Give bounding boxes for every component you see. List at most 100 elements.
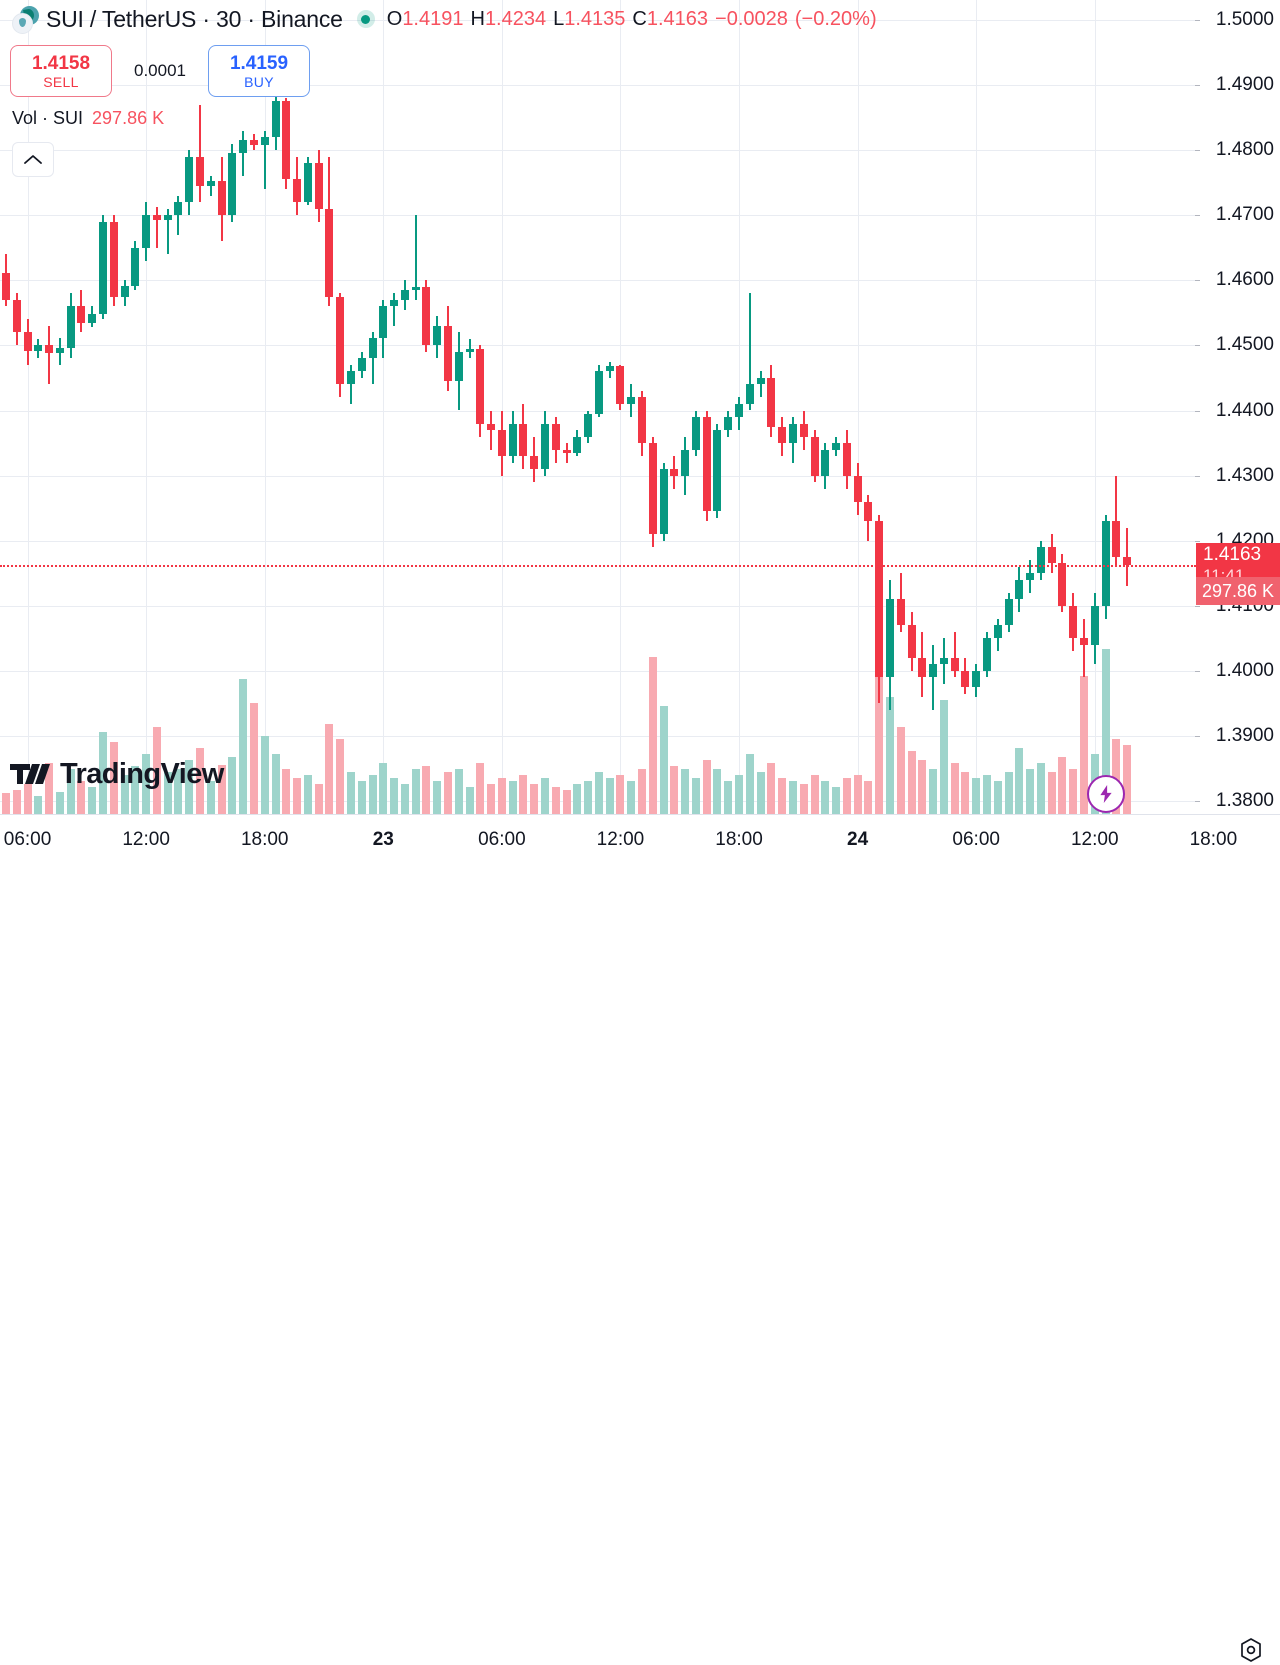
candle-wick	[748, 293, 751, 411]
volume-bar	[271, 754, 280, 814]
candle-body	[713, 430, 722, 512]
candle-body	[584, 413, 593, 437]
volume-bar	[55, 791, 64, 814]
candle-body	[454, 351, 463, 382]
volume-bar	[584, 781, 593, 814]
candle-wick	[177, 195, 180, 235]
volume-bar	[497, 778, 506, 814]
candle-body	[465, 348, 474, 352]
volume-bar	[206, 781, 215, 814]
chart-plot-area[interactable]	[0, 0, 1196, 814]
volume-bar	[336, 739, 345, 814]
price-axis-label: 1.4800	[1215, 139, 1274, 161]
candle-body	[519, 423, 528, 457]
volume-bar	[400, 784, 409, 814]
spread-value: 0.0001	[134, 61, 186, 80]
lightning-bolt-button[interactable]	[1087, 775, 1125, 813]
volume-bar	[670, 766, 679, 814]
volume-bar	[939, 700, 948, 814]
candle-body	[443, 325, 452, 382]
candle-body	[390, 299, 399, 307]
volume-bar	[778, 778, 787, 814]
volume-bar	[465, 787, 474, 814]
candle-body	[239, 140, 248, 154]
tradingview-watermark: TradingView	[10, 758, 224, 791]
price-axis-tick	[1195, 671, 1200, 672]
volume-bar	[293, 778, 302, 814]
gridline	[0, 150, 1196, 151]
volume-bar	[23, 784, 32, 814]
candle-body	[1047, 547, 1056, 564]
gridline	[0, 85, 1196, 86]
gridline	[383, 0, 384, 814]
volume-bar	[325, 724, 334, 814]
volume-bar	[562, 790, 571, 814]
candle-body	[594, 371, 603, 414]
volume-bar	[832, 787, 841, 814]
candle-body	[109, 221, 118, 297]
price-axis[interactable]: 1.5000 1.4900 1.4800 1.4700 1.4600 1.4500 1.44…	[1195, 0, 1280, 814]
time-axis[interactable]: 06:00 12:00 18:00 23 06:00 12:00 18:00 24 06:00 1…	[0, 814, 1280, 1662]
candle-body	[368, 337, 377, 359]
volume-bar	[605, 778, 614, 814]
candle-body	[821, 449, 830, 476]
candle-body	[1069, 605, 1078, 639]
volume-bar	[842, 778, 851, 814]
candle-body	[142, 215, 151, 248]
volume-bar	[120, 775, 129, 814]
candle-body	[778, 426, 787, 444]
candle-body	[346, 371, 355, 385]
volume-bar	[810, 775, 819, 814]
candle-body	[185, 156, 194, 203]
gridline	[0, 345, 1196, 346]
candle-body	[842, 443, 851, 476]
gridline	[0, 280, 1196, 281]
candle-body	[864, 501, 873, 522]
gridline	[0, 20, 1196, 21]
sell-button[interactable]: 1.4158 SELL	[10, 45, 112, 97]
volume-bar	[1080, 676, 1088, 814]
candle-body	[1112, 521, 1121, 557]
buy-button[interactable]: 1.4159 BUY	[208, 45, 310, 97]
volume-bar	[2, 793, 10, 814]
gridline	[28, 0, 29, 814]
candle-body	[1058, 563, 1067, 606]
volume-bar	[422, 766, 431, 814]
volume-bar	[896, 727, 905, 814]
collapse-pane-button[interactable]	[12, 142, 54, 177]
volume-bar	[476, 763, 485, 814]
candle-wick	[1115, 475, 1118, 567]
lightning-bolt-icon	[1100, 785, 1112, 803]
volume-bar	[972, 778, 981, 814]
volume-bar	[853, 775, 862, 814]
candle-body	[1036, 547, 1045, 574]
candle-body	[961, 670, 970, 688]
candle-body	[303, 163, 312, 203]
volume-bar	[368, 775, 377, 814]
candle-body	[174, 202, 183, 216]
volume-bar	[767, 763, 776, 814]
gridline	[858, 0, 859, 814]
price-axis-label: 1.3900	[1215, 724, 1274, 746]
chart-settings-button[interactable]	[1236, 1635, 1266, 1665]
candle-body	[810, 436, 819, 476]
volume-bar	[950, 763, 959, 814]
volume-study-legend[interactable]: Vol · SUI 297.86 K	[12, 108, 164, 129]
volume-bar	[142, 754, 151, 814]
volume-bar	[346, 772, 355, 814]
candle-body	[12, 299, 21, 333]
price-axis-tick	[1195, 606, 1200, 607]
candle-body	[23, 332, 32, 351]
volume-bar	[443, 772, 452, 814]
candle-body	[745, 384, 754, 404]
candle-body	[939, 657, 948, 665]
candle-body	[735, 403, 744, 417]
volume-bar	[1123, 745, 1132, 814]
volume-bar	[541, 778, 549, 814]
candle-body	[325, 208, 334, 297]
volume-bar	[1101, 649, 1110, 814]
candle-wick	[414, 215, 417, 300]
price-axis-tick	[1195, 150, 1200, 151]
time-axis-label: 06:00	[952, 829, 1000, 850]
price-axis-tick	[1195, 345, 1200, 346]
